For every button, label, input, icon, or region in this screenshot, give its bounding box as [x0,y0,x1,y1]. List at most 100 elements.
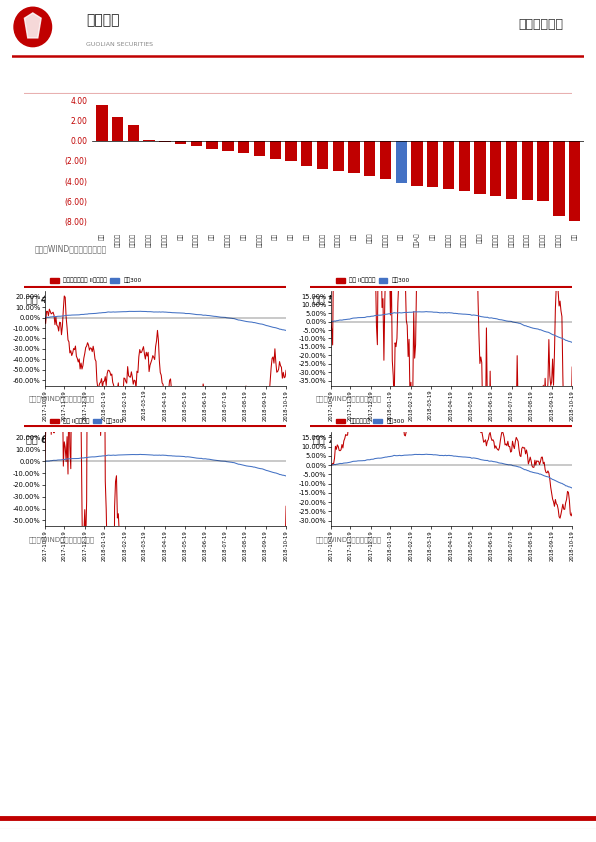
Line: 沪深300: 沪深300 [331,312,572,343]
沪深300 [272,322,280,333]
Line: 电力（中万）: 电力（中万） [331,378,572,518]
环保工程及服务 II（中万） [238,399,245,409]
环保工程及服务 II（中万） [273,367,280,377]
电力（中万） [428,408,435,418]
Bar [222,141,234,151]
沪深300 [362,456,369,466]
燃气 II（中万） [524,471,531,481]
沪深300 [272,468,280,478]
Line: 沪深300: 沪深300 [45,312,286,331]
Text: 图表 4：环保工程及服务一年涨跌幅（%）: 图表 4：环保工程及服务一年涨跌幅（%） [26,294,146,304]
Text: 行业研究简报: 行业研究简报 [519,18,564,31]
Bar [427,141,439,187]
沪深300 [41,312,48,322]
沪深300 [523,321,530,331]
Text: 来源：WIND，国联证券研究所: 来源：WIND，国联证券研究所 [29,396,95,402]
沪深300 [558,478,566,488]
Bar [490,141,501,196]
沪深300 [430,307,437,317]
沪深300 [137,450,144,460]
沪深300 [362,312,369,322]
环保工程及服务 II（中万） [283,365,290,376]
Bar [380,141,391,179]
沪深300 [356,456,363,466]
沪深300 [144,450,151,460]
Bar [396,141,407,183]
Legend: 电力（中万）, 沪深300: 电力（中万）, 沪深300 [334,416,407,426]
环保工程及服务 II（中万） [61,290,68,301]
环保工程及服务 II（中万） [188,438,195,448]
Line: 水务 II（中万）: 水务 II（中万） [45,43,286,842]
Line: 燃气 II（中万）: 燃气 II（中万） [331,0,572,658]
环保工程及服务 II（中万） [76,364,83,374]
Text: 国联证券: 国联证券 [86,13,120,28]
沪深300 [237,460,244,470]
Text: 图表 5：燃气子行业一年涨跌幅（%）: 图表 5：燃气子行业一年涨跌幅（%） [312,294,421,304]
Bar [269,141,281,159]
燃气 II（中万） [362,87,369,97]
Bar [128,125,139,141]
Text: 图表 6：水务子行业一年涨跌幅（%）: 图表 6：水务子行业一年涨跌幅（%） [26,434,135,444]
沪深300 [70,310,77,320]
水务 II（中万） [41,456,48,466]
沪深300 [423,449,430,459]
Bar [254,141,265,156]
沪深300 [356,312,363,322]
沪深300 [569,338,576,348]
沪深300 [283,326,290,336]
Bar [553,141,564,216]
沪深300 [137,306,144,317]
Bar [238,141,249,152]
环保工程及服务 II（中万） [41,312,48,322]
燃气 II（中万） [497,653,504,663]
沪深300 [430,450,437,460]
Bar [506,141,517,200]
Bar [569,141,581,221]
沪深300 [142,306,150,317]
Bar [144,140,155,141]
环保工程及服务 II（中万） [142,347,150,357]
Polygon shape [20,9,45,42]
沪深300 [423,306,430,317]
Text: 来源：WIND，国联证券研究所: 来源：WIND，国联证券研究所 [315,536,381,543]
环保工程及服务 II（中万） [71,344,78,354]
Bar [333,141,344,171]
Bar [459,141,470,191]
电力（中万） [356,413,363,423]
沪深300 [41,456,48,466]
Line: 沪深300: 沪深300 [45,455,286,476]
沪深300 [142,450,150,460]
燃气 II（中万） [356,111,363,121]
电力（中万） [362,416,369,426]
沪深300 [70,454,77,464]
沪深300 [523,465,530,475]
Bar [317,141,328,169]
Text: GUOLIAN SECURITIES: GUOLIAN SECURITIES [86,42,153,46]
电力（中万） [429,400,436,410]
燃气 II（中万） [569,362,576,372]
Polygon shape [24,13,41,38]
电力（中万） [327,461,334,471]
沪深300 [558,333,566,344]
沪深300 [144,306,151,317]
沪深300 [569,483,576,493]
Bar [443,141,454,189]
Text: 图表 7：电力子行业一年涨跌幅（%）: 图表 7：电力子行业一年涨跌幅（%） [312,434,421,444]
Bar [538,141,549,201]
沪深300 [283,471,290,481]
水务 II（中万） [70,275,77,285]
Bar [96,105,107,141]
沪深300 [327,461,334,471]
环保工程及服务 II（中万） [144,351,151,361]
水务 II（中万） [76,363,83,373]
沪深300 [327,317,334,327]
Text: 来源：WIND，国联证券研究所: 来源：WIND，国联证券研究所 [29,536,95,543]
Bar [301,141,312,166]
电力（中万） [569,508,576,518]
沪深300 [76,453,83,463]
Line: 环保工程及服务 II（中万）: 环保工程及服务 II（中万） [45,296,286,443]
沪深300 [237,315,244,325]
沪深300 [429,450,436,460]
电力（中万） [557,513,564,523]
电力（中万） [451,373,458,383]
